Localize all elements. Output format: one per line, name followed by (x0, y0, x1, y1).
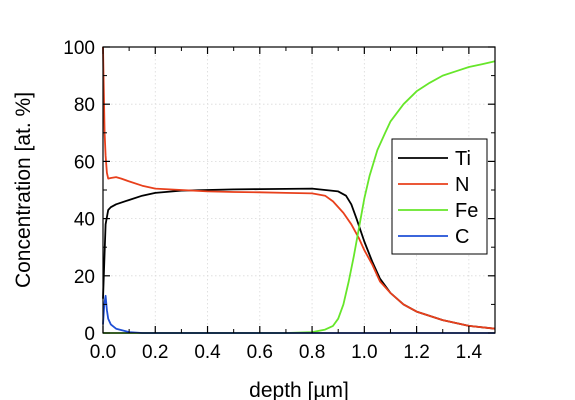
series-line-fe (103, 60, 496, 334)
legend-label-c: C (455, 226, 469, 248)
legend: Ti N Fe C (391, 138, 488, 255)
y-axis-ticks: 0 20 40 60 80 100 (63, 38, 495, 345)
x-tick-label: 1.2 (403, 342, 429, 363)
legend-label-fe: Fe (455, 200, 478, 222)
y-tick-label: 20 (74, 267, 95, 288)
y-tick-label: 40 (74, 210, 95, 231)
y-tick-label: 0 (84, 324, 95, 345)
y-axis-title: Concentration [at. %] (12, 92, 35, 288)
y-tick-label: 100 (63, 38, 95, 59)
legend-label-n: N (455, 174, 469, 196)
y-tick-label: 60 (74, 152, 95, 173)
x-tick-label: 0.2 (142, 342, 168, 363)
x-tick-label: 0.6 (247, 342, 273, 363)
x-axis-ticks: 0.0 0.2 0.4 0.6 0.8 1.0 1.2 1.4 (90, 47, 496, 363)
grid-lines (103, 47, 495, 333)
legend-label-ti: Ti (455, 148, 471, 170)
x-tick-label: 0.0 (90, 342, 116, 363)
series-line-n (102, 46, 496, 330)
series-line-c (102, 294, 495, 334)
x-tick-label: 1.0 (351, 342, 377, 363)
x-tick-label: 0.8 (299, 342, 325, 363)
y-tick-label: 80 (74, 95, 95, 116)
x-tick-label: 0.4 (194, 342, 221, 363)
x-tick-label: 1.4 (456, 342, 483, 363)
x-axis-title: depth [µm] (249, 379, 349, 400)
